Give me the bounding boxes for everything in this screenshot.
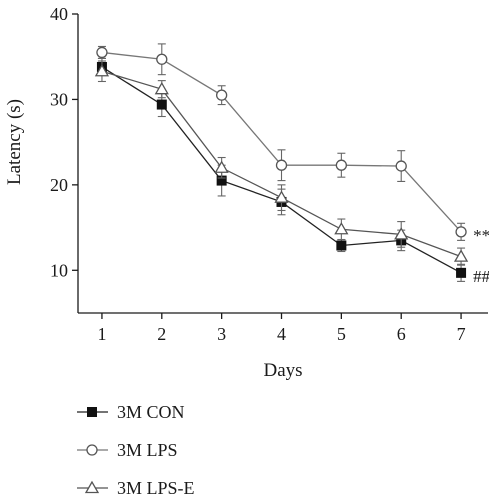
data-point bbox=[96, 46, 108, 59]
data-point bbox=[395, 160, 407, 172]
data-point bbox=[274, 190, 289, 203]
x-tick-label: 4 bbox=[277, 324, 286, 344]
data-point bbox=[154, 81, 169, 95]
legend-marker bbox=[86, 444, 98, 456]
data-point bbox=[455, 226, 467, 238]
legend-item-3m-con: 3M CON bbox=[77, 402, 185, 422]
series-3m-lps-e bbox=[94, 60, 469, 266]
x-tick-label: 7 bbox=[457, 324, 466, 344]
data-point bbox=[94, 63, 110, 77]
x-tick-label: 5 bbox=[337, 324, 346, 344]
x-tick-label: 6 bbox=[397, 324, 406, 344]
data-point bbox=[334, 221, 349, 235]
data-point bbox=[214, 160, 229, 173]
data-point bbox=[156, 53, 168, 65]
x-tick-label: 1 bbox=[97, 324, 106, 344]
legend-label: 3M LPS-E bbox=[117, 478, 195, 498]
y-tick-label: 20 bbox=[50, 175, 68, 195]
series-3m-lps: ** bbox=[96, 43, 489, 245]
legend: 3M CON 3M LPS 3M LPS-E bbox=[77, 402, 195, 498]
x-axis-ticks: 1 2 3 4 5 6 7 bbox=[97, 313, 466, 344]
data-point bbox=[275, 159, 288, 171]
significance-annotation: ## bbox=[473, 267, 489, 286]
significance-annotation: ** bbox=[473, 226, 489, 245]
plot-area: ## ** bbox=[94, 43, 489, 286]
data-point bbox=[336, 240, 347, 251]
x-tick-label: 2 bbox=[157, 324, 166, 344]
x-tick-label: 3 bbox=[217, 324, 226, 344]
y-tick-label: 30 bbox=[50, 89, 68, 109]
data-point bbox=[215, 89, 228, 101]
legend-item-3m-lps: 3M LPS bbox=[77, 440, 178, 460]
y-axis-ticks: 10 20 30 40 bbox=[50, 4, 78, 280]
data-point bbox=[456, 267, 467, 278]
legend-item-3m-lps-e: 3M LPS-E bbox=[77, 478, 195, 498]
x-axis-label: Days bbox=[263, 360, 302, 381]
legend-label: 3M LPS bbox=[117, 440, 178, 460]
y-axis-label: Latency (s) bbox=[4, 99, 25, 185]
data-point bbox=[335, 159, 348, 171]
data-point bbox=[156, 99, 167, 110]
data-point bbox=[394, 227, 409, 240]
legend-marker bbox=[87, 407, 97, 417]
y-tick-label: 40 bbox=[50, 4, 68, 24]
y-tick-label: 10 bbox=[50, 260, 68, 280]
data-point bbox=[453, 249, 469, 262]
legend-label: 3M CON bbox=[117, 402, 185, 422]
legend-marker bbox=[84, 480, 100, 494]
